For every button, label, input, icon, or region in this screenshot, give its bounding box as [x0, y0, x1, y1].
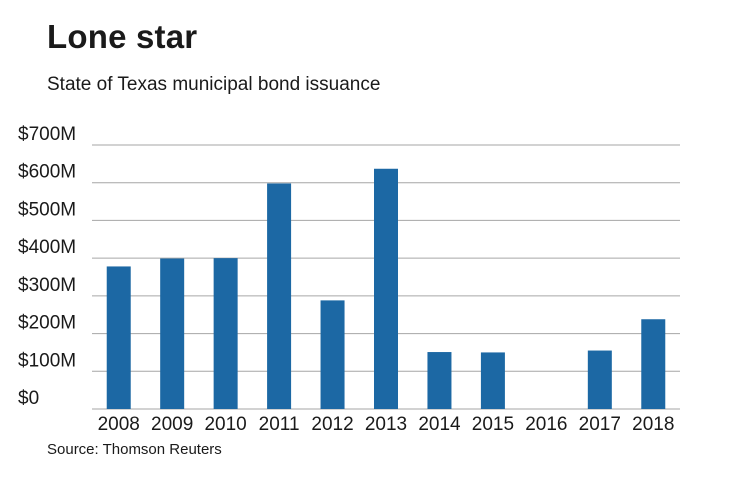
x-tick-label-2013: 2013: [365, 414, 407, 435]
bar-2009: [160, 258, 185, 409]
bar-2012: [320, 300, 345, 409]
chart-title: Lone star: [47, 18, 198, 55]
x-tick-label-2008: 2008: [98, 414, 140, 435]
bar-2018: [641, 319, 666, 409]
y-tick-label: $100M: [18, 350, 76, 371]
x-tick-label-2014: 2014: [418, 414, 461, 435]
x-axis-ticks: 2008 2009 2010 2011 2012 2013 2014 2015 2016 2017…: [98, 414, 675, 435]
bars: [106, 168, 666, 409]
bar-2015: [480, 352, 505, 409]
y-tick-label: $400M: [18, 237, 76, 258]
y-tick-label: $0: [18, 388, 39, 409]
x-tick-label-2016: 2016: [525, 414, 567, 435]
x-tick-label-2015: 2015: [472, 414, 514, 435]
bar-2017: [587, 350, 612, 409]
x-tick-label-2010: 2010: [204, 414, 246, 435]
x-tick-label-2011: 2011: [259, 414, 300, 435]
bar-2014: [427, 352, 452, 409]
y-tick-label: $700M: [18, 124, 76, 145]
y-tick-label: $600M: [18, 162, 76, 183]
y-tick-label: $500M: [18, 199, 76, 220]
x-tick-label-2012: 2012: [311, 414, 353, 435]
bar-2008: [106, 266, 131, 409]
x-tick-label-2018: 2018: [632, 414, 674, 435]
bar-2013: [374, 168, 398, 409]
y-tick-label: $200M: [18, 313, 76, 334]
bar-2010: [213, 258, 238, 409]
bar-2011: [267, 183, 292, 409]
x-tick-label-2009: 2009: [151, 414, 193, 435]
chart-subtitle: State of Texas municipal bond issuance: [47, 74, 381, 95]
y-tick-label: $300M: [18, 275, 76, 296]
x-tick-label-2017: 2017: [579, 414, 621, 435]
source-note: Source: Thomson Reuters: [47, 441, 222, 458]
y-axis-ticks: $0 $100M $200M $300M $400M $500M $600M $700M: [18, 124, 76, 409]
